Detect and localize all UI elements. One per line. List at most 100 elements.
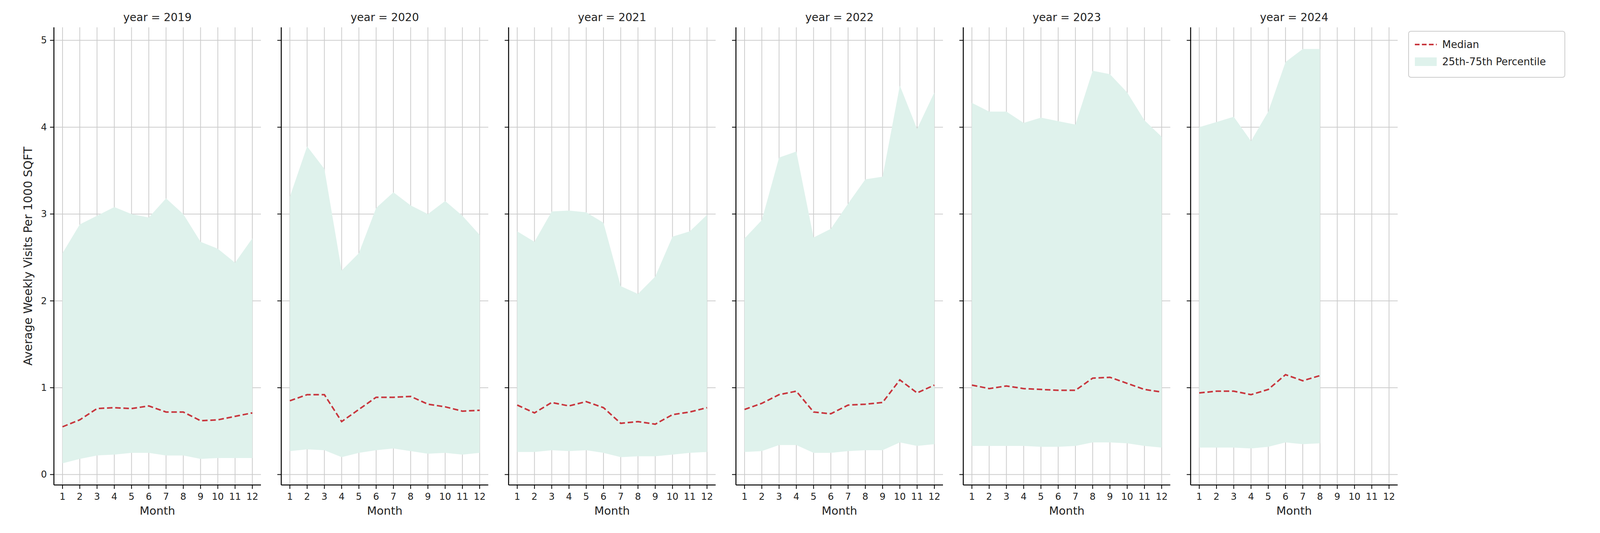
- x-tick-label: 3: [94, 491, 100, 503]
- x-tick: [916, 485, 918, 490]
- y-axis: [53, 27, 55, 486]
- grid-line: [53, 126, 261, 128]
- x-tick-label: 10: [1348, 491, 1361, 503]
- x-tick: [96, 485, 98, 490]
- grid-line: [508, 126, 716, 128]
- x-tick: [654, 485, 656, 490]
- x-tick-label: 1: [286, 491, 293, 503]
- x-tick: [1285, 485, 1286, 490]
- y-tick-label: 1: [41, 382, 47, 394]
- x-tick: [289, 485, 291, 490]
- x-tick: [1319, 485, 1321, 490]
- y-tick: [277, 39, 282, 41]
- x-tick: [217, 485, 219, 490]
- panel: 123456789101112year = 2023Month: [959, 10, 1171, 518]
- x-tick-label: 3: [548, 491, 555, 503]
- x-tick-label: 8: [1317, 491, 1324, 503]
- x-tick: [200, 485, 201, 490]
- x-tick-label: 1: [741, 491, 748, 503]
- percentile-band: [289, 146, 480, 458]
- data-group: [62, 198, 253, 464]
- x-tick-label: 6: [600, 491, 607, 503]
- x-tick: [234, 485, 236, 490]
- x-tick: [410, 485, 411, 490]
- x-tick: [988, 485, 990, 490]
- x-tick: [427, 485, 429, 490]
- y-axis: [962, 27, 965, 486]
- x-tick-label: 1: [1196, 491, 1202, 503]
- x-tick-label: 6: [1282, 491, 1289, 503]
- x-tick: [1109, 485, 1111, 490]
- x-tick: [1023, 485, 1025, 490]
- grid-line: [53, 39, 261, 41]
- y-tick: [1186, 387, 1191, 389]
- x-tick-label: 10: [439, 491, 452, 503]
- grid-line: [281, 126, 489, 128]
- x-tick: [672, 485, 674, 490]
- x-tick: [830, 485, 832, 490]
- x-tick: [1216, 485, 1217, 490]
- median-line: [744, 380, 935, 415]
- x-tick: [182, 485, 184, 490]
- grid-line: [53, 474, 261, 475]
- y-tick: [959, 39, 964, 41]
- x-tick-label: 9: [425, 491, 431, 503]
- x-axis: [508, 484, 716, 486]
- grid-line: [1336, 27, 1338, 486]
- grid-line: [735, 474, 943, 475]
- x-tick: [847, 485, 849, 490]
- x-tick-label: 4: [338, 491, 345, 503]
- percentile-band: [1199, 49, 1320, 449]
- y-tick: [1186, 39, 1191, 41]
- x-tick: [516, 485, 518, 490]
- x-tick: [323, 485, 325, 490]
- y-tick: [732, 474, 736, 475]
- y-tick: [1186, 300, 1191, 302]
- x-tick-label: 7: [844, 491, 851, 503]
- x-tick-label: 12: [928, 491, 941, 503]
- panel-title: year = 2020: [350, 10, 420, 24]
- x-tick: [1250, 485, 1252, 490]
- grid-line: [1190, 39, 1398, 41]
- x-tick-label: 7: [390, 491, 397, 503]
- x-tick-label: 2: [986, 491, 993, 503]
- legend-label: 25th-75th Percentile: [1442, 55, 1546, 68]
- y-tick-label: 4: [41, 121, 47, 133]
- x-tick-label: 2: [304, 491, 311, 503]
- x-tick: [637, 485, 639, 490]
- x-tick-label: 5: [1265, 491, 1272, 503]
- y-tick: [959, 474, 964, 475]
- x-tick: [444, 485, 446, 490]
- data-group: [1199, 49, 1320, 449]
- y-tick-label: 5: [41, 34, 47, 46]
- y-tick: [50, 126, 54, 128]
- x-tick: [341, 485, 343, 490]
- x-tick-label: 10: [1121, 491, 1134, 503]
- x-tick-label: 5: [1037, 491, 1044, 503]
- y-tick: [732, 387, 736, 389]
- x-tick-label: 11: [910, 491, 924, 503]
- x-tick-label: 4: [1020, 491, 1027, 503]
- x-axis-label: Month: [1276, 504, 1313, 518]
- y-axis: [1190, 27, 1192, 486]
- x-tick-label: 7: [162, 491, 169, 503]
- x-tick-label: 7: [617, 491, 624, 503]
- x-tick-label: 4: [1248, 491, 1254, 503]
- x-tick-label: 8: [635, 491, 642, 503]
- x-tick: [148, 485, 150, 490]
- legend-swatch: [1414, 57, 1437, 67]
- x-axis: [963, 484, 1171, 486]
- panel: 123456789101112year = 2021Month: [504, 10, 716, 518]
- x-tick-label: 11: [683, 491, 696, 503]
- panel-title: year = 2019: [123, 10, 192, 24]
- panel-title: year = 2023: [1032, 10, 1102, 24]
- x-tick: [375, 485, 377, 490]
- y-tick: [959, 126, 964, 128]
- y-tick: [50, 300, 54, 302]
- x-tick: [864, 485, 866, 490]
- x-tick: [882, 485, 883, 490]
- x-tick: [392, 485, 394, 490]
- y-tick-label: 2: [41, 295, 47, 307]
- y-tick: [504, 474, 509, 475]
- grid-line: [1354, 27, 1356, 486]
